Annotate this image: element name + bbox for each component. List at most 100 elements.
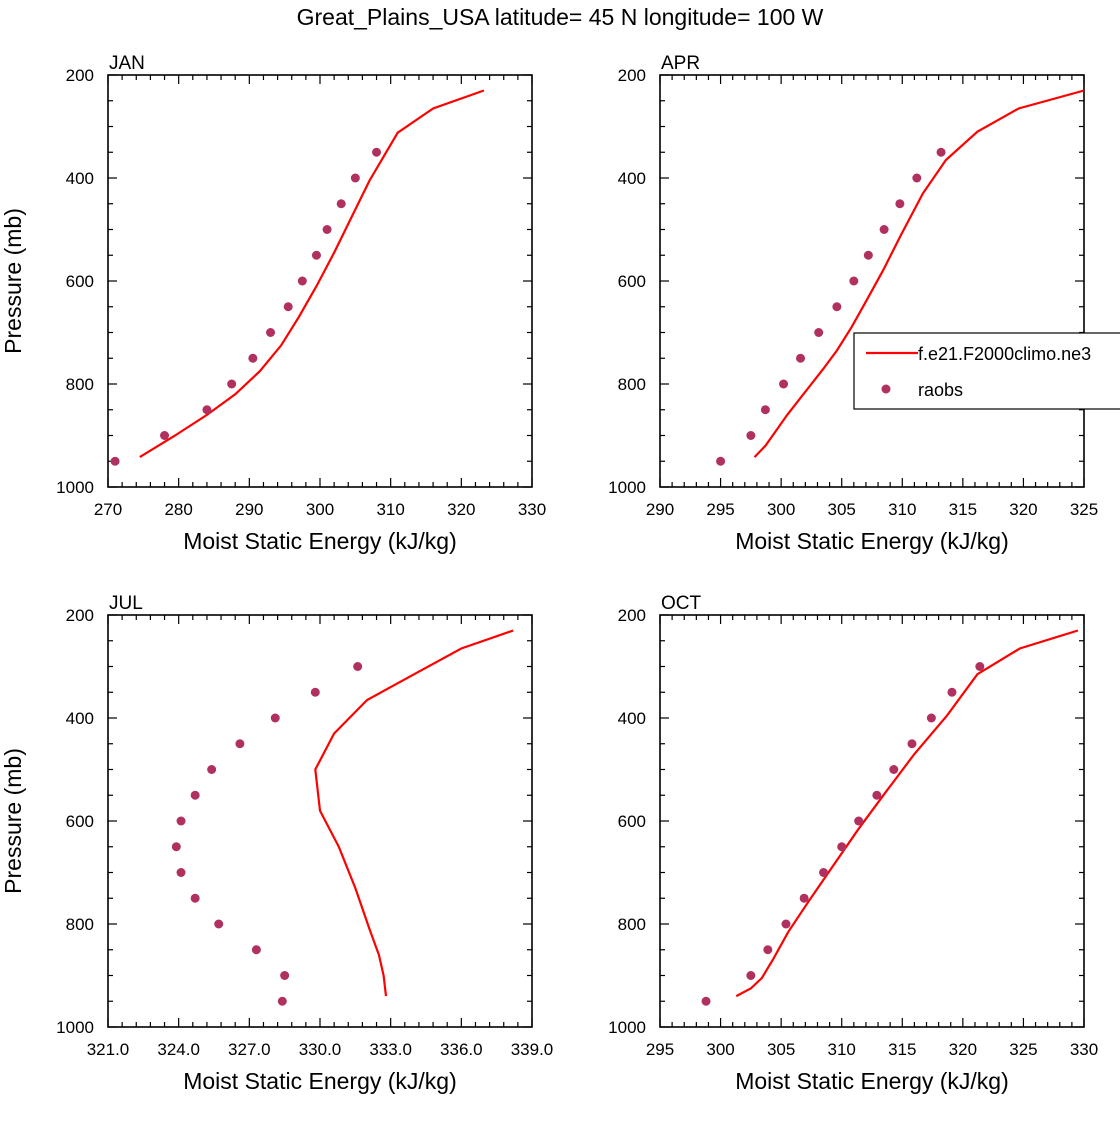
x-tick-label: 333.0 (369, 1040, 412, 1059)
panel-apr: 290 295 300 305 310 315 320 325 200 400 600 800 1000… (608, 53, 1120, 554)
raobs-point (227, 379, 237, 389)
raobs-point (311, 250, 321, 260)
x-axis-label: Moist Static Energy (kJ/kg) (735, 1068, 1009, 1094)
raobs-point (190, 893, 200, 903)
legend-label: f.e21.F2000climo.ne3 (918, 344, 1091, 364)
raobs-point (926, 713, 936, 723)
x-tick-label: 336.0 (440, 1040, 483, 1059)
x-tick-label: 339.0 (511, 1040, 554, 1059)
raobs-point (350, 173, 360, 183)
y-tick-label: 600 (66, 812, 94, 831)
y-tick-label: 200 (66, 66, 94, 85)
y-tick-label: 600 (618, 812, 646, 831)
x-tick-label: 270 (94, 500, 122, 519)
y-tick-label: 400 (618, 169, 646, 188)
x-tick-label: 330 (518, 500, 546, 519)
y-tick-label: 600 (618, 272, 646, 291)
raobs-point (701, 996, 711, 1006)
x-tick-label: 310 (376, 500, 404, 519)
raobs-point (372, 147, 382, 157)
y-tick-label: 600 (66, 272, 94, 291)
plot-frame (107, 614, 533, 1028)
x-tick-label: 315 (949, 500, 977, 519)
x-tick-label: 327.0 (228, 1040, 271, 1059)
x-axis-label: Moist Static Energy (kJ/kg) (183, 1068, 457, 1094)
x-tick-label: 320 (1009, 500, 1037, 519)
x-tick-label: 295 (706, 500, 734, 519)
legend-box (853, 332, 1120, 410)
raobs-point (889, 765, 899, 774)
raobs-point (277, 996, 287, 1006)
raobs-point (190, 790, 200, 800)
raobs-point (832, 302, 842, 312)
y-tick-label: 400 (66, 709, 94, 728)
y-tick-label: 200 (618, 66, 646, 85)
y-tick-label: 400 (66, 169, 94, 188)
x-axis-label: Moist Static Energy (kJ/kg) (735, 528, 1009, 554)
raobs-point (819, 868, 829, 877)
panel-label: APR (661, 53, 700, 74)
x-tick-label: 280 (164, 500, 192, 519)
x-tick-label: 325 (1009, 1040, 1037, 1059)
raobs-point (280, 971, 290, 980)
y-tick-label: 1000 (56, 478, 94, 497)
x-tick-label: 330.0 (299, 1040, 342, 1059)
x-tick-label: 321.0 (87, 1040, 130, 1059)
raobs-point (214, 919, 224, 929)
panel-jan: 270 280 290 300 310 320 330 200 400 600 800 1000 JAN… (0, 53, 546, 554)
raobs-point (863, 250, 873, 260)
x-tick-label: 305 (767, 1040, 795, 1059)
raobs-point (353, 662, 363, 671)
raobs-point (849, 276, 859, 286)
panel-jul: 321.0 324.0 327.0 330.0 333.0 336.0 339.0 200 40… (0, 593, 553, 1094)
figure-title: Great_Plains_USA latitude= 45 N longitud… (296, 4, 824, 30)
raobs-point (872, 790, 882, 800)
raobs-point (336, 199, 346, 209)
raobs-point (202, 405, 212, 415)
raobs-point (266, 328, 276, 337)
y-axis-label: Pressure (mb) (0, 748, 26, 894)
legend: f.e21.F2000climo.ne3 raobs (853, 332, 1120, 410)
x-tick-label: 320 (949, 1040, 977, 1059)
y-tick-label: 1000 (608, 1018, 646, 1037)
raobs-point (207, 765, 217, 774)
x-tick-label: 295 (646, 1040, 674, 1059)
panel-label: OCT (661, 593, 702, 614)
y-axis-label: Pressure (mb) (0, 208, 26, 354)
raobs-point (110, 456, 120, 466)
x-tick-label: 310 (828, 1040, 856, 1059)
raobs-point (895, 199, 905, 209)
y-tick-label: 800 (618, 915, 646, 934)
raobs-point (283, 302, 293, 312)
x-tick-label: 290 (646, 500, 674, 519)
y-tick-label: 400 (618, 709, 646, 728)
x-axis-label: Moist Static Energy (kJ/kg) (183, 528, 457, 554)
x-tick-label: 300 (306, 500, 334, 519)
raobs-point (837, 842, 847, 852)
raobs-point (799, 893, 809, 903)
raobs-point (176, 816, 186, 826)
raobs-point (171, 842, 181, 852)
raobs-point (781, 919, 791, 929)
plot-frame (659, 614, 1085, 1028)
x-tick-label: 325 (1070, 500, 1098, 519)
model-profile-line (735, 629, 1079, 998)
raobs-point (297, 276, 307, 286)
x-tick-label: 300 (767, 500, 795, 519)
raobs-point (814, 328, 824, 337)
plot-frame (659, 74, 1085, 488)
model-profile-line (753, 89, 1084, 458)
model-profile-line (139, 89, 485, 459)
raobs-point (716, 456, 726, 466)
y-tick-label: 1000 (56, 1018, 94, 1037)
x-tick-label: 305 (828, 500, 856, 519)
raobs-point (975, 662, 985, 671)
x-tick-label: 330 (1070, 1040, 1098, 1059)
x-tick-label: 310 (888, 500, 916, 519)
raobs-point (763, 945, 773, 955)
legend-label: raobs (918, 380, 963, 400)
y-tick-label: 800 (66, 915, 94, 934)
raobs-point (796, 353, 806, 363)
raobs-point (907, 739, 917, 749)
